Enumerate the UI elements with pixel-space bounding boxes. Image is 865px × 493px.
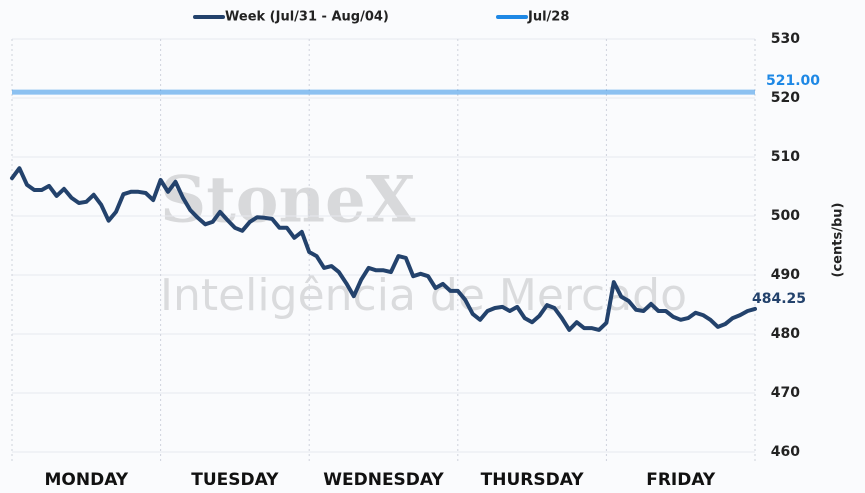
legend-label: Week (Jul/31 - Aug/04): [225, 10, 389, 25]
watermark-brand: StoneX: [160, 163, 416, 238]
y-tick-label: 480: [771, 326, 800, 342]
y-tick-label: 500: [771, 208, 800, 224]
value-label: 521.00: [766, 73, 820, 89]
y-axis-label: (cents/bu): [831, 203, 846, 278]
y-tick-label: 510: [771, 149, 800, 165]
legend-label: Jul/28: [527, 10, 569, 25]
y-tick-label: 530: [771, 31, 800, 47]
y-tick-label: 460: [771, 444, 800, 460]
x-tick-label: MONDAY: [45, 470, 129, 490]
value-label: 484.25: [752, 291, 806, 307]
y-tick-label: 520: [771, 90, 800, 106]
x-tick-label: FRIDAY: [646, 470, 716, 490]
x-tick-label: TUESDAY: [191, 470, 279, 490]
series-line: [10, 166, 757, 332]
y-tick-label: 470: [771, 385, 800, 401]
y-tick-label: 490: [771, 267, 800, 283]
x-tick-label: THURSDAY: [481, 470, 585, 490]
watermark-tagline: Inteligência de Mercado: [160, 270, 687, 321]
x-tick-label: WEDNESDAY: [323, 470, 444, 490]
